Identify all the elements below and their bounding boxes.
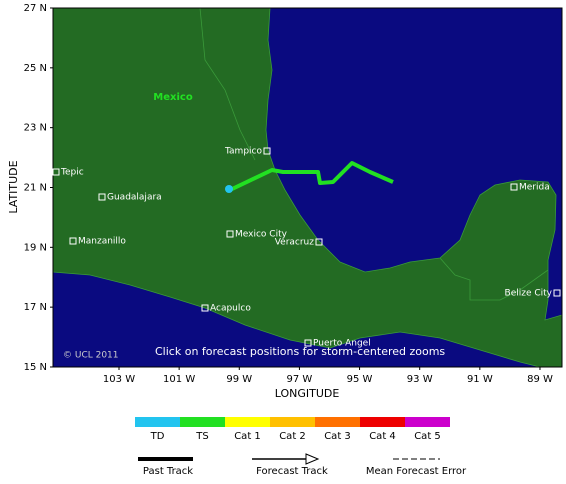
y-tick-label: 21 N: [24, 182, 47, 193]
x-tick-label: 89 W: [527, 374, 553, 385]
y-tick-label: 17 N: [24, 302, 47, 313]
forecast-track[interactable]: [229, 161, 394, 192]
city-marker: [510, 183, 518, 191]
track-legend-label: Mean Forecast Error: [366, 466, 467, 477]
city-marker: [52, 168, 60, 176]
city-marker: [553, 289, 561, 297]
x-tick-label: 93 W: [407, 374, 433, 385]
x-tick-label: 91 W: [467, 374, 493, 385]
city-label: Puerto Angel: [313, 339, 371, 349]
track-legend-label: Forecast Track: [256, 466, 328, 477]
category-label: TS: [195, 431, 208, 442]
city-label: Veracruz: [275, 238, 315, 248]
city-marker: [69, 237, 77, 245]
category-label: Cat 3: [324, 431, 351, 442]
region-label: Mexico: [153, 92, 193, 103]
category-swatch: [360, 417, 405, 427]
city-marker: [263, 147, 271, 155]
x-tick-label: 103 W: [103, 374, 135, 385]
y-tick-label: 27 N: [24, 3, 47, 14]
track-legend-label: Past Track: [143, 466, 193, 477]
x-tick-label: 95 W: [347, 374, 373, 385]
city-label: Tepic: [60, 168, 84, 178]
city-label: Merida: [519, 183, 550, 193]
x-axis-label: LONGITUDE: [275, 387, 340, 400]
x-tick-label: 101 W: [163, 374, 195, 385]
category-swatch: [405, 417, 450, 427]
arrow-head: [305, 453, 320, 465]
city-label: Manzanillo: [78, 237, 126, 247]
y-tick-label: 25 N: [24, 63, 47, 74]
land: [52, 7, 563, 368]
city-marker: [201, 304, 209, 312]
category-label: Cat 2: [279, 431, 306, 442]
copyright: © UCL 2011: [63, 351, 119, 361]
y-axis-label: LATITUDE: [7, 160, 20, 213]
city-label: Acapulco: [210, 304, 251, 314]
instruction: Click on forecast positions for storm-ce…: [155, 345, 445, 358]
city-label: Tampico: [224, 147, 262, 157]
border: [199, 7, 256, 161]
storm-position[interactable]: [225, 185, 233, 193]
y-tick-label: 15 N: [24, 362, 47, 373]
category-label: Cat 4: [369, 431, 396, 442]
category-swatch: [315, 417, 360, 427]
y-tick-label: 19 N: [24, 242, 47, 253]
category-label: TD: [150, 431, 165, 442]
x-tick-label: 97 W: [287, 374, 313, 385]
category-swatch: [180, 417, 225, 427]
x-tick-label: 99 W: [226, 374, 252, 385]
y-tick-label: 23 N: [24, 123, 47, 134]
category-label: Cat 5: [414, 431, 441, 442]
category-swatch: [135, 417, 180, 427]
category-swatch: [225, 417, 270, 427]
city-marker: [315, 238, 323, 246]
city-marker: [226, 230, 234, 238]
city-label: Mexico City: [235, 230, 288, 240]
border: [439, 257, 549, 301]
city-marker: [98, 193, 106, 201]
category-label: Cat 1: [234, 431, 261, 442]
city-marker: [304, 339, 312, 347]
city-label: Belize City: [505, 289, 553, 299]
city-label: Guadalajara: [107, 193, 162, 203]
category-swatch: [270, 417, 315, 427]
